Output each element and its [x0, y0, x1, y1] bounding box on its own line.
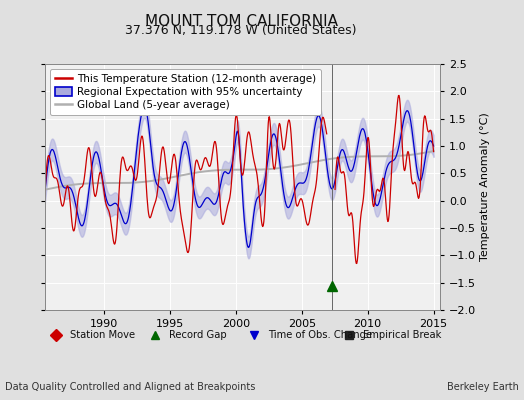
Text: Empirical Break: Empirical Break [363, 330, 441, 340]
Text: Data Quality Controlled and Aligned at Breakpoints: Data Quality Controlled and Aligned at B… [5, 382, 256, 392]
Text: Station Move: Station Move [70, 330, 135, 340]
Text: 37.376 N, 119.178 W (United States): 37.376 N, 119.178 W (United States) [125, 24, 357, 37]
Legend: This Temperature Station (12-month average), Regional Expectation with 95% uncer: This Temperature Station (12-month avera… [50, 69, 321, 115]
Text: Time of Obs. Change: Time of Obs. Change [268, 330, 372, 340]
Y-axis label: Temperature Anomaly (°C): Temperature Anomaly (°C) [481, 113, 490, 261]
Text: MOUNT TOM CALIFORNIA: MOUNT TOM CALIFORNIA [145, 14, 337, 29]
Text: Berkeley Earth: Berkeley Earth [447, 382, 519, 392]
Text: Record Gap: Record Gap [169, 330, 227, 340]
